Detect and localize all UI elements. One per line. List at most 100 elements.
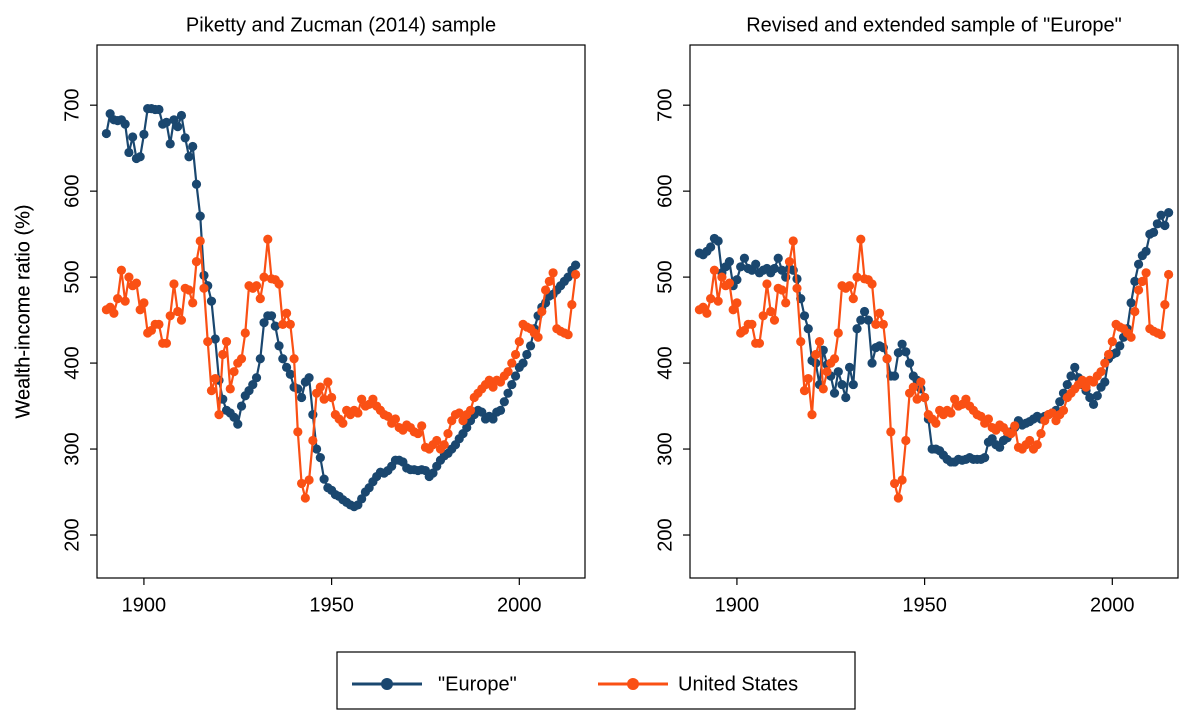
data-point <box>1126 298 1136 308</box>
data-point <box>739 253 750 263</box>
data-point <box>443 428 453 439</box>
data-point <box>844 362 855 372</box>
data-point <box>518 358 528 368</box>
data-point <box>195 211 205 221</box>
data-point <box>792 283 802 293</box>
data-point <box>221 336 232 347</box>
data-point <box>848 294 858 304</box>
y-tick-label: 200 <box>654 518 676 551</box>
data-point <box>131 278 142 288</box>
data-point <box>454 408 464 418</box>
data-point <box>871 319 881 329</box>
panel: Revised and extended sample of "Europe" W… <box>12 14 1179 616</box>
data-point <box>548 268 558 278</box>
data-point <box>169 279 179 289</box>
data-point <box>897 475 907 485</box>
data-point <box>886 427 896 437</box>
data-point <box>165 139 175 149</box>
data-point <box>1088 399 1099 409</box>
data-point <box>229 367 239 377</box>
data-point <box>139 298 149 308</box>
data-point <box>488 382 498 392</box>
data-point <box>203 336 213 347</box>
data-point <box>706 294 716 304</box>
data-point <box>717 272 727 282</box>
data-point <box>1115 341 1125 351</box>
data-point <box>1100 358 1110 368</box>
data-point <box>507 379 517 390</box>
data-point <box>901 435 911 446</box>
data-point <box>856 315 866 325</box>
legend-box <box>336 651 856 710</box>
data-point <box>799 311 810 321</box>
data-point <box>357 494 367 504</box>
data-point <box>1133 259 1144 269</box>
data-point <box>165 311 175 321</box>
data-point <box>188 141 198 152</box>
data-point <box>135 152 145 162</box>
data-point <box>769 263 780 274</box>
data-point <box>533 332 543 342</box>
data-point <box>1066 371 1076 381</box>
data-point <box>173 306 183 317</box>
data-point <box>829 388 840 398</box>
data-point <box>319 474 329 484</box>
data-point <box>417 421 427 431</box>
data-point <box>281 362 292 372</box>
data-point <box>210 373 220 384</box>
data-point <box>1126 332 1136 342</box>
data-point <box>822 367 832 377</box>
data-point <box>713 296 723 306</box>
data-point <box>732 275 742 285</box>
data-point <box>124 147 134 158</box>
data-point <box>811 349 821 360</box>
data-point <box>754 338 765 348</box>
data-point <box>844 281 855 291</box>
data-point <box>908 382 918 392</box>
data-point <box>510 371 521 381</box>
data-point <box>161 338 172 348</box>
data-point <box>338 418 348 428</box>
data-point <box>1036 428 1046 439</box>
data-point <box>139 129 149 140</box>
y-tick-label: 200 <box>61 518 83 551</box>
data-point <box>1152 219 1162 229</box>
data-point <box>488 414 498 424</box>
data-point <box>503 388 513 398</box>
data-point <box>154 104 164 115</box>
data-point <box>1006 428 1016 439</box>
data-point <box>1164 269 1174 280</box>
data-point <box>503 367 513 377</box>
data-point <box>912 394 922 404</box>
data-point <box>777 265 787 275</box>
data-point <box>135 305 145 315</box>
data-point <box>285 319 295 329</box>
data-point <box>285 369 295 379</box>
data-point <box>1107 336 1117 347</box>
data-point <box>867 358 877 368</box>
data-point <box>867 279 877 289</box>
data-point <box>499 397 509 407</box>
data-point <box>323 377 333 387</box>
data-point <box>893 348 903 358</box>
data-point <box>777 285 787 295</box>
chart-title: Piketty and Zucman (2014) sample <box>186 14 496 36</box>
y-tick-label: 300 <box>61 432 83 465</box>
data-point <box>544 276 554 287</box>
data-point <box>950 394 960 404</box>
data-point <box>319 394 329 404</box>
data-point <box>240 328 250 338</box>
data-point <box>1077 375 1087 385</box>
data-point <box>856 234 866 244</box>
data-point <box>289 354 299 364</box>
data-point <box>236 401 247 411</box>
data-point <box>236 354 247 364</box>
data-point <box>184 285 194 295</box>
data-point <box>312 444 322 454</box>
data-point <box>762 279 772 289</box>
data-point <box>1141 246 1151 256</box>
data-point <box>859 306 870 317</box>
chart-title: Revised and extended sample of "Europe" <box>746 14 1122 36</box>
data-point <box>109 308 119 318</box>
